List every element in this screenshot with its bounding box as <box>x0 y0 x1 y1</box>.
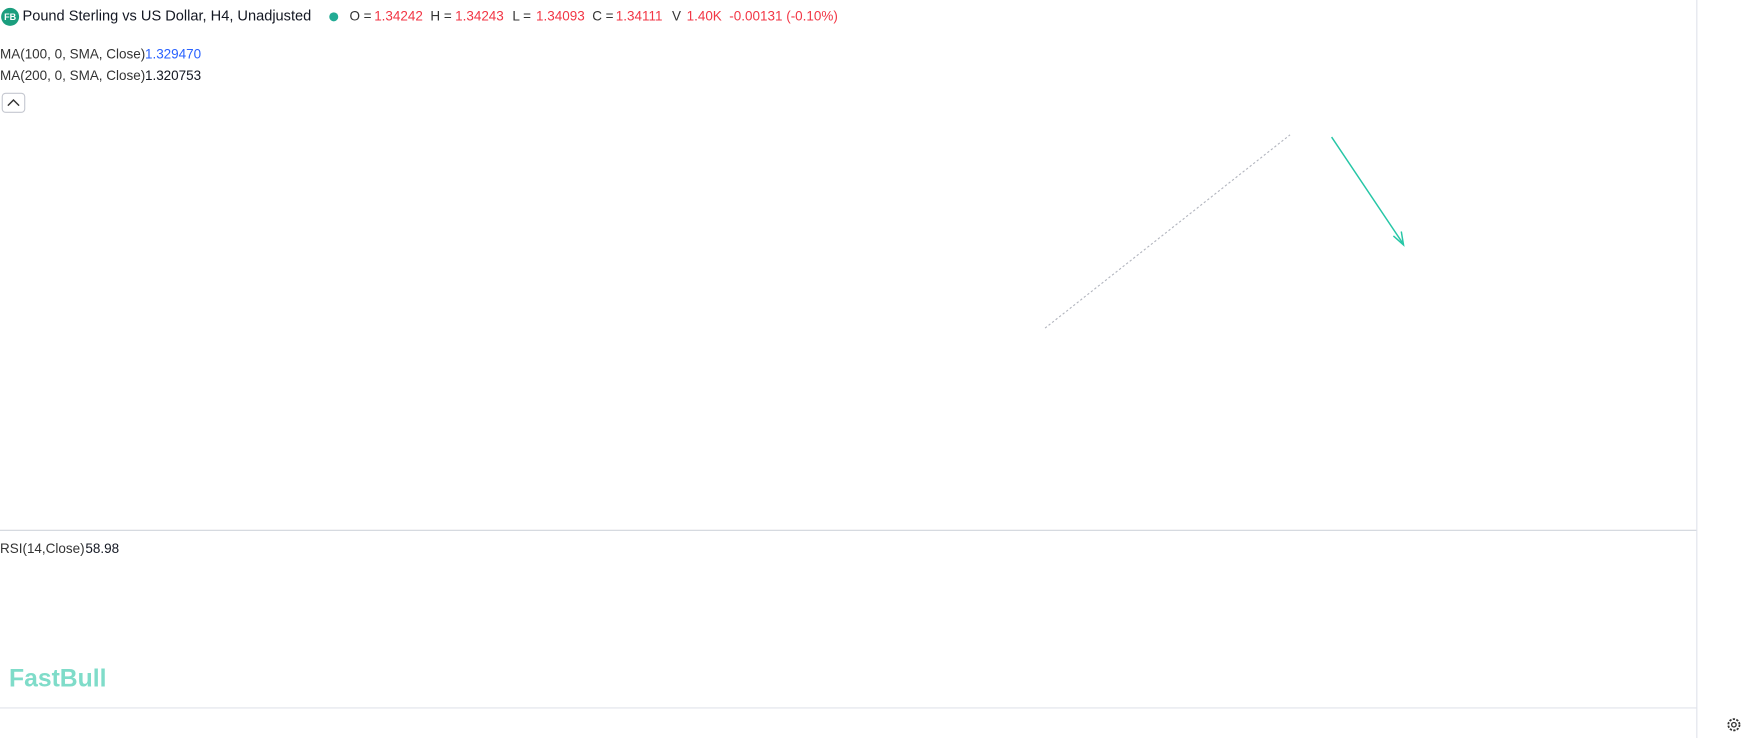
settings-button[interactable] <box>1727 718 1741 732</box>
logo-text: FB <box>4 12 16 22</box>
ma-legend-name: MA(200, 0, SMA, Close) <box>0 68 145 83</box>
ohlc-label: H = <box>430 8 451 23</box>
ohlc-label: O = <box>349 8 371 23</box>
ohlc-value: 1.34243 <box>455 8 504 23</box>
ohlc-label: C = <box>592 8 613 23</box>
ma-legend-value: 1.329470 <box>145 47 201 62</box>
status-dot <box>329 12 339 22</box>
ohlc-value: 1.34111 <box>616 8 663 23</box>
rsi-legend-name: RSI(14,Close) <box>0 541 85 556</box>
ohlc-label: L = <box>512 8 531 23</box>
ma-legend-name: MA(100, 0, SMA, Close) <box>0 47 145 62</box>
ma-legend-value: 1.320753 <box>145 68 201 83</box>
ohlc-value: 1.34093 <box>536 8 585 23</box>
volume-label: V <box>672 8 681 23</box>
chart-title: Pound Sterling vs US Dollar, H4, Unadjus… <box>22 9 311 25</box>
logo-badge <box>1 7 20 26</box>
collapse-button[interactable] <box>1 92 26 113</box>
volume-value: 1.40K <box>687 8 722 23</box>
change-value: -0.00131 (-0.10%) <box>729 8 838 23</box>
forecast-arrow <box>1331 136 1405 247</box>
ohlc-value: 1.34242 <box>374 8 423 23</box>
watermark: FastBull <box>9 665 107 692</box>
rsi-legend-value: 58.98 <box>85 541 119 556</box>
